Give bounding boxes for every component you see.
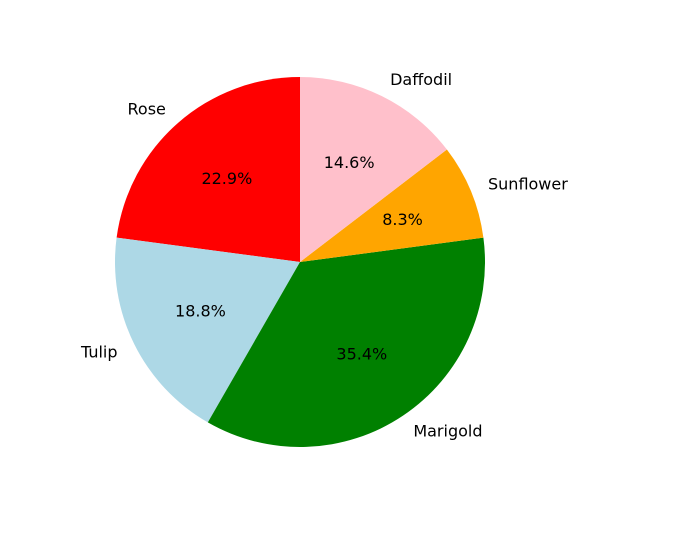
slice-percent-marigold: 35.4% bbox=[336, 345, 387, 364]
slice-label-rose: Rose bbox=[128, 99, 166, 118]
slice-percent-tulip: 18.8% bbox=[175, 302, 226, 321]
pie-slice-tulip bbox=[115, 237, 300, 423]
slice-label-marigold: Marigold bbox=[413, 422, 482, 441]
slice-label-sunflower: Sunflower bbox=[488, 175, 568, 194]
pie-slice-daffodil bbox=[300, 77, 447, 262]
pie-slices bbox=[115, 77, 486, 448]
pie-slice-sunflower bbox=[300, 149, 484, 262]
pie-slice-rose bbox=[116, 77, 300, 262]
slice-label-tulip: Tulip bbox=[80, 343, 118, 362]
pie-slice-marigold bbox=[207, 237, 486, 448]
pie-labels: Rose 22.9% Tulip 18.8% Marigold 35.4% Sunflowe… bbox=[80, 70, 568, 440]
slice-label-daffodil: Daffodil bbox=[390, 70, 452, 89]
slice-percent-sunflower: 8.3% bbox=[382, 210, 423, 229]
slice-percent-rose: 22.9% bbox=[201, 169, 252, 188]
slice-percent-daffodil: 14.6% bbox=[324, 153, 375, 172]
